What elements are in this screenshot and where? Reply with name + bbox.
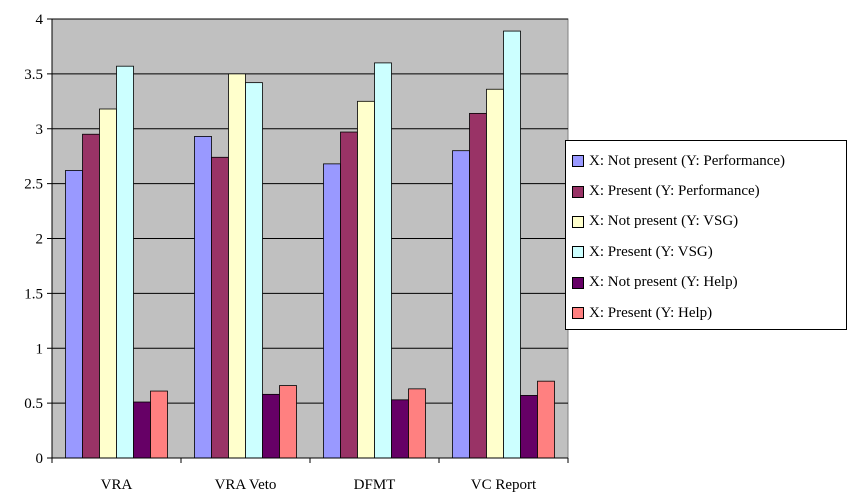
x-tick-label: DFMT [354, 477, 396, 493]
y-tick-label: 1.5 [24, 286, 43, 302]
bar [116, 65, 134, 459]
bar [340, 131, 358, 459]
bar [374, 62, 392, 459]
y-tick-label: 4 [36, 12, 44, 28]
bar [520, 395, 538, 459]
legend-item: X: Not present (Y: VSG) [572, 207, 846, 237]
legend-item: X: Present (Y: Help) [572, 298, 846, 328]
bar [65, 170, 83, 459]
bar [486, 88, 504, 459]
legend-swatch [572, 276, 584, 289]
bar [452, 150, 470, 459]
legend: X: Not present (Y: Performance) X: Presen… [565, 140, 847, 330]
legend-label: X: Present (Y: VSG) [589, 243, 713, 260]
bar [357, 100, 375, 459]
bar [133, 401, 151, 459]
bar [503, 30, 521, 459]
bars [65, 30, 555, 459]
legend-swatch [572, 185, 584, 198]
y-tick-label: 3 [36, 122, 44, 138]
bar [245, 82, 263, 459]
legend-swatch [572, 246, 584, 259]
axes: 0 0.5 1 1.5 2 2.5 3 3.5 4 VRA VRA Veto DFMT VC Repor… [24, 12, 569, 493]
y-tick-label: 2.5 [24, 177, 43, 193]
bar [279, 385, 297, 459]
bar [469, 112, 487, 459]
legend-label: X: Not present (Y: Help) [589, 274, 738, 291]
legend-item: X: Not present (Y: Help) [572, 268, 846, 298]
x-tick-label: VRA [101, 477, 133, 493]
bar [82, 133, 100, 459]
bar [391, 399, 409, 459]
legend-swatch [572, 155, 584, 168]
bar [150, 390, 168, 459]
legend-label: X: Not present (Y: VSG) [589, 213, 739, 230]
legend-swatch [572, 307, 584, 320]
y-tick-label: 3.5 [24, 67, 43, 83]
y-tick-label: 2 [36, 232, 44, 248]
y-tick-label: 0 [36, 451, 44, 467]
bar [211, 156, 229, 459]
legend-swatch [572, 215, 584, 228]
legend-label: X: Not present (Y: Performance) [589, 152, 786, 169]
bar [228, 73, 246, 459]
bar [262, 393, 280, 459]
bar [537, 380, 555, 459]
bar [194, 136, 212, 459]
legend-item: X: Present (Y: VSG) [572, 237, 846, 267]
legend-label: X: Present (Y: Performance) [589, 183, 760, 200]
x-tick-label: VRA Veto [215, 477, 277, 493]
bar [99, 108, 117, 459]
y-tick-label: 0.5 [24, 396, 43, 412]
x-tick-label: VC Report [471, 477, 537, 493]
bar [408, 388, 426, 459]
legend-label: X: Present (Y: Help) [589, 304, 713, 321]
legend-item: X: Not present (Y: Performance) [572, 146, 846, 176]
y-tick-label: 1 [36, 341, 44, 357]
legend-item: X: Present (Y: Performance) [572, 176, 846, 206]
bar [323, 163, 341, 459]
